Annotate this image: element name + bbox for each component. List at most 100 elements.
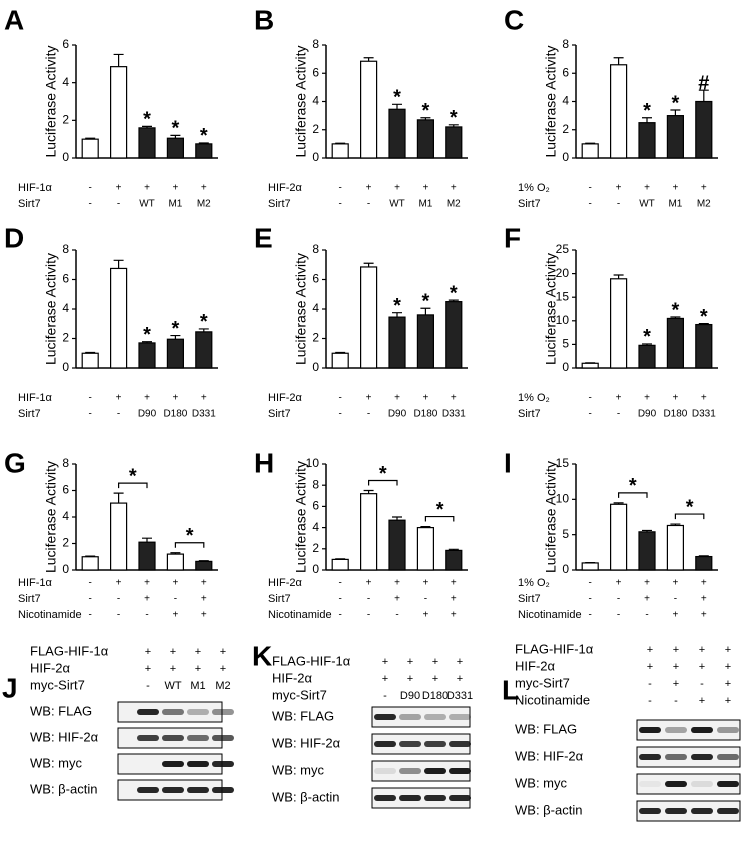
blot-band <box>665 754 687 760</box>
bracket <box>618 492 648 498</box>
condition-value: + <box>144 393 150 404</box>
bar <box>416 526 434 571</box>
blot-band <box>717 727 739 733</box>
condition-value: + <box>672 183 678 194</box>
error-bar <box>335 351 346 354</box>
y-tick-label: 6 <box>62 37 69 51</box>
blot-band <box>691 808 713 814</box>
blot-band <box>665 727 687 733</box>
panel-letter: L <box>502 674 519 705</box>
condition-value: + <box>725 644 731 656</box>
blot-band <box>212 787 234 793</box>
bar <box>581 362 599 369</box>
bar <box>695 323 713 369</box>
condition-value: D331 <box>192 409 216 420</box>
y-tick-label: 4 <box>312 301 319 315</box>
bar <box>666 317 685 369</box>
condition-value: - <box>339 594 342 605</box>
bar <box>109 502 128 571</box>
condition-value: - <box>648 678 652 690</box>
condition-label: Sirt7 <box>268 593 291 605</box>
condition-value: + <box>699 695 705 707</box>
y-tick-label: 8 <box>312 37 319 51</box>
condition-value: + <box>170 646 176 658</box>
blot-band <box>424 714 446 720</box>
error-bar <box>420 117 431 120</box>
condition-value: - <box>424 594 427 605</box>
condition-value: + <box>172 610 178 621</box>
error-bar <box>448 299 459 302</box>
error-bar <box>170 334 181 340</box>
bar <box>109 267 128 369</box>
blot-band <box>717 781 739 787</box>
condition-value: + <box>145 663 151 675</box>
bar <box>81 556 99 571</box>
y-tick-label: 8 <box>562 37 569 51</box>
condition-value: WT <box>639 199 655 210</box>
blot-band <box>449 741 471 747</box>
bar <box>581 562 599 571</box>
blot-band <box>162 761 184 767</box>
bracket <box>368 479 398 486</box>
y-tick-label: 0 <box>62 562 69 576</box>
bar <box>166 553 184 571</box>
bar <box>331 558 349 571</box>
blot-band <box>639 808 661 814</box>
condition-value: M1 <box>190 680 205 692</box>
y-axis-label: Luciferase Activity <box>43 461 59 573</box>
condition-value: - <box>589 183 592 194</box>
annotation: * <box>393 295 401 317</box>
y-tick-label: 6 <box>562 65 569 79</box>
condition-value: - <box>589 610 592 621</box>
condition-value: + <box>616 183 622 194</box>
blot-band <box>717 754 739 760</box>
condition-value: + <box>451 183 457 194</box>
y-tick-label: 20 <box>556 266 570 280</box>
condition-value: - <box>117 199 120 210</box>
bar <box>666 115 685 159</box>
comparison-label: * <box>686 496 694 518</box>
condition-value: + <box>647 661 653 673</box>
condition-label: FLAG-HIF-1α <box>515 641 594 656</box>
condition-value: - <box>674 594 677 605</box>
blot-band <box>399 714 421 720</box>
bar <box>166 338 184 369</box>
y-tick-label: 0 <box>562 360 569 374</box>
blot-band <box>212 761 234 767</box>
condition-value: - <box>89 578 92 589</box>
bar <box>138 541 156 571</box>
condition-label: Sirt7 <box>18 408 41 420</box>
blot-band <box>424 741 446 747</box>
condition-value: - <box>589 199 592 210</box>
condition-value: + <box>172 393 178 404</box>
panel-letter: H <box>254 447 274 478</box>
condition-value: + <box>144 594 150 605</box>
blot-band <box>399 768 421 774</box>
condition-value: + <box>725 695 731 707</box>
condition-value: + <box>451 393 457 404</box>
comparison-label: * <box>436 499 444 521</box>
y-tick-label: 6 <box>312 499 319 513</box>
condition-value: + <box>647 644 653 656</box>
blot-band <box>374 741 396 747</box>
condition-label: HIF-2α <box>515 658 556 673</box>
bar <box>360 266 378 369</box>
error-bar <box>170 134 181 139</box>
blot-frame <box>636 773 741 795</box>
condition-value: + <box>457 656 463 668</box>
condition-value: + <box>616 578 622 589</box>
bar <box>445 549 463 571</box>
comparison-label: * <box>129 465 137 487</box>
error-bar <box>113 492 124 504</box>
condition-label: Nicotinamide <box>518 609 582 621</box>
annotation: * <box>172 118 180 140</box>
bar <box>666 524 685 571</box>
blot-frame <box>636 746 741 768</box>
error-bar <box>698 89 709 102</box>
condition-value: + <box>644 594 650 605</box>
condition-value: + <box>394 183 400 194</box>
error-bar <box>198 142 209 144</box>
condition-value: + <box>644 183 650 194</box>
condition-value: - <box>589 594 592 605</box>
y-axis-label: Luciferase Activity <box>543 253 559 365</box>
